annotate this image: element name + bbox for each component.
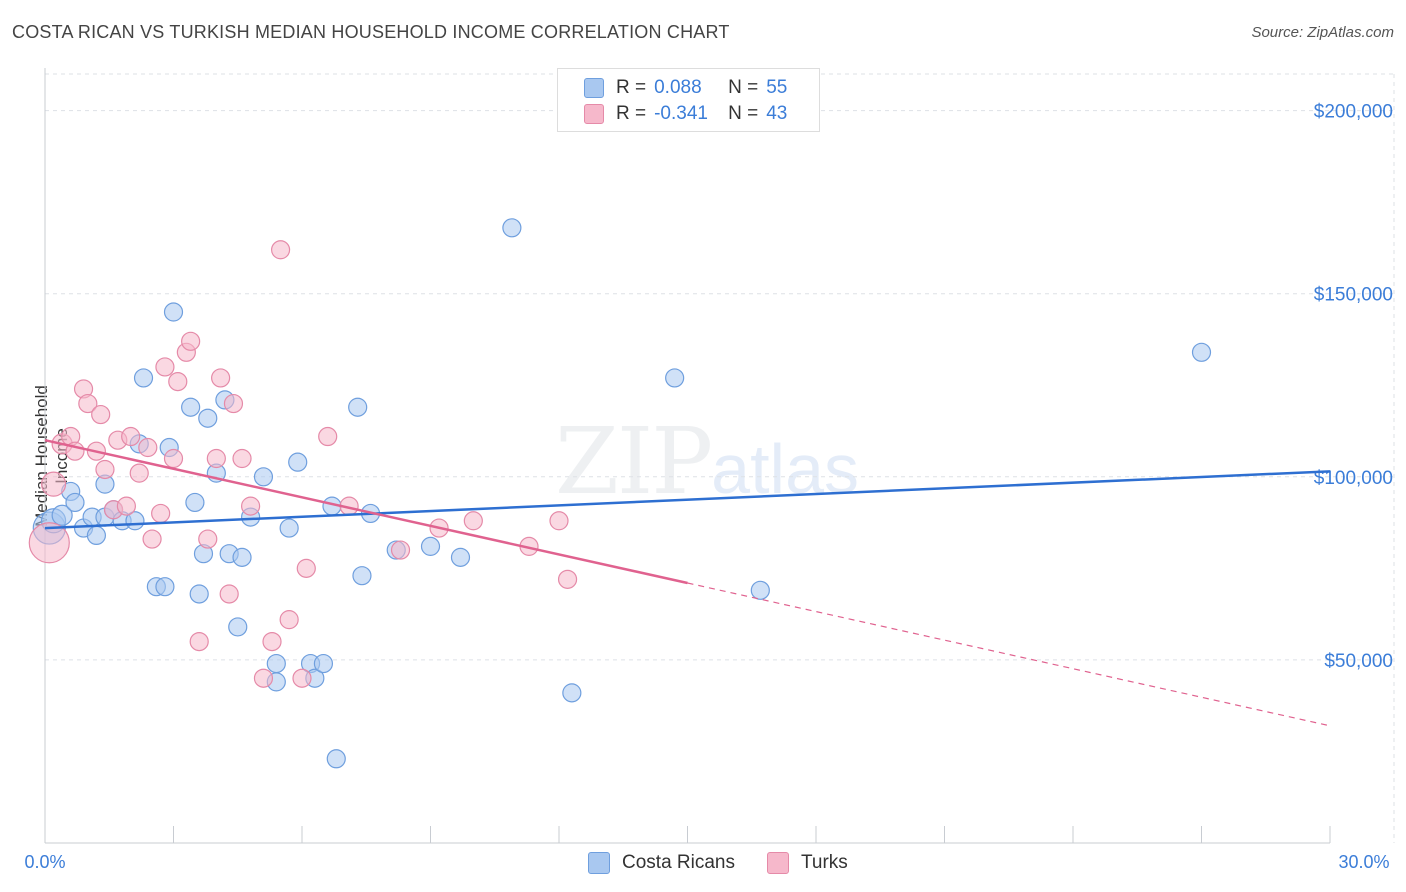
data-point-costa-ricans bbox=[181, 397, 201, 417]
data-point-turks bbox=[390, 540, 411, 560]
data-point-turks bbox=[296, 558, 316, 578]
series-legend-turks: Turks bbox=[767, 852, 848, 874]
x-tick-label-min: 0.0% bbox=[24, 852, 65, 872]
data-point-costa-ricans bbox=[326, 749, 346, 769]
data-point-costa-ricans bbox=[86, 525, 107, 546]
data-point-turks bbox=[168, 372, 188, 392]
data-point-costa-ricans bbox=[288, 452, 308, 472]
legend-r-label: R = bbox=[616, 77, 647, 98]
legend-r-value: -0.341 bbox=[654, 103, 708, 124]
legend-n-value: 43 bbox=[766, 103, 788, 124]
data-point-costa-ricans bbox=[133, 368, 154, 388]
data-point-turks bbox=[95, 459, 115, 480]
data-point-costa-ricans bbox=[232, 547, 252, 567]
data-point-costa-ricans bbox=[450, 547, 471, 567]
legend-row-costa-ricans: R = 0.088 N = 55 bbox=[584, 76, 787, 100]
data-point-costa-ricans bbox=[65, 492, 85, 513]
data-point-costa-ricans bbox=[198, 408, 218, 428]
data-point-costa-ricans bbox=[665, 368, 685, 388]
legend-row-turks: R = -0.341 N = 43 bbox=[584, 102, 787, 126]
data-point-turks bbox=[557, 569, 578, 589]
data-point-costa-ricans bbox=[1191, 342, 1212, 362]
data-point-costa-ricans bbox=[155, 577, 175, 597]
y-tick-label: $150,000 bbox=[1314, 285, 1393, 306]
data-point-costa-ricans bbox=[420, 536, 441, 556]
data-point-turks bbox=[142, 529, 162, 549]
data-point-costa-ricans bbox=[352, 566, 372, 586]
data-point-costa-ricans bbox=[750, 580, 770, 600]
legend-n-label: N = bbox=[728, 77, 759, 98]
data-point-costa-ricans bbox=[163, 302, 184, 322]
data-point-turks bbox=[28, 522, 70, 564]
watermark: ZIPatlas bbox=[555, 408, 859, 515]
data-point-costa-ricans bbox=[185, 492, 205, 513]
data-point-turks bbox=[78, 393, 98, 414]
data-point-turks bbox=[253, 668, 274, 688]
x-tick-label-max: 30.0% bbox=[1338, 852, 1389, 872]
series-legend-costa-ricans: Costa Ricans bbox=[588, 852, 735, 874]
data-point-turks bbox=[181, 331, 201, 351]
y-tick-label: $50,000 bbox=[1324, 651, 1393, 672]
data-point-costa-ricans bbox=[228, 617, 248, 637]
series-swatch-pink bbox=[767, 852, 789, 874]
data-point-costa-ricans bbox=[253, 467, 274, 487]
data-point-turks bbox=[91, 404, 111, 425]
legend-r-value: 0.088 bbox=[654, 77, 702, 98]
series-label: Turks bbox=[801, 852, 848, 873]
data-point-costa-ricans bbox=[313, 653, 334, 674]
data-point-turks bbox=[151, 503, 171, 524]
series-label: Costa Ricans bbox=[622, 852, 735, 873]
data-point-turks bbox=[121, 426, 141, 447]
y-tick-label: $200,000 bbox=[1314, 102, 1393, 123]
trend-line-costa-ricans bbox=[44, 470, 1331, 530]
data-point-costa-ricans bbox=[502, 218, 522, 238]
series-legend: Costa Ricans Turks bbox=[588, 852, 880, 874]
data-point-turks bbox=[318, 426, 338, 447]
data-point-turks bbox=[155, 357, 175, 377]
legend-swatch-blue bbox=[584, 78, 604, 98]
correlation-legend: R = 0.088 N = 55 R = -0.341 N = 43 bbox=[557, 68, 820, 132]
data-point-turks bbox=[262, 631, 282, 652]
y-tick-label: $100,000 bbox=[1314, 468, 1393, 489]
data-point-turks bbox=[223, 393, 244, 414]
data-point-costa-ricans bbox=[189, 584, 209, 604]
data-point-turks bbox=[198, 529, 218, 549]
legend-r-label: R = bbox=[616, 103, 647, 124]
legend-n-value: 55 bbox=[766, 77, 788, 98]
source-credit: Source: ZipAtlas.com bbox=[1251, 24, 1394, 41]
chart-title: COSTA RICAN VS TURKISH MEDIAN HOUSEHOLD … bbox=[12, 22, 730, 42]
data-point-turks bbox=[206, 448, 226, 469]
data-point-turks bbox=[219, 584, 239, 604]
data-point-turks bbox=[232, 448, 252, 469]
legend-swatch-pink bbox=[584, 104, 604, 124]
data-point-turks bbox=[138, 437, 158, 458]
data-point-turks bbox=[270, 240, 291, 260]
watermark-zip: ZIP bbox=[555, 408, 713, 515]
data-point-turks bbox=[549, 511, 569, 531]
series-swatch-blue bbox=[588, 852, 610, 874]
data-point-costa-ricans bbox=[266, 653, 286, 674]
data-point-turks bbox=[163, 448, 184, 469]
data-point-turks bbox=[40, 471, 67, 497]
data-point-turks bbox=[279, 610, 299, 630]
trend-line-extension-turks bbox=[687, 582, 1331, 727]
data-point-costa-ricans bbox=[51, 504, 73, 526]
data-point-turks bbox=[463, 511, 483, 531]
legend-n-label: N = bbox=[728, 103, 759, 124]
data-point-turks bbox=[241, 496, 261, 516]
data-point-turks bbox=[129, 463, 149, 483]
data-point-turks bbox=[116, 496, 136, 516]
data-point-turks bbox=[292, 668, 312, 688]
trend-line-turks bbox=[44, 438, 688, 585]
data-point-costa-ricans bbox=[348, 397, 368, 417]
data-point-costa-ricans bbox=[562, 683, 582, 703]
data-point-turks bbox=[189, 631, 209, 652]
data-point-costa-ricans bbox=[279, 518, 299, 538]
data-point-turks bbox=[211, 368, 231, 388]
